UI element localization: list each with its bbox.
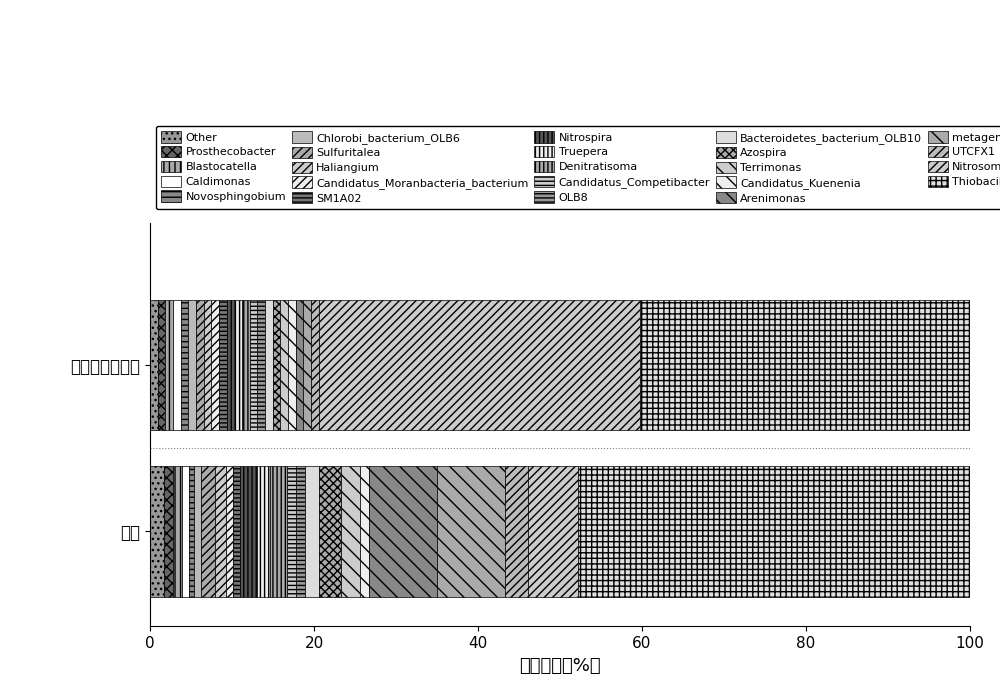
Bar: [360, 466, 369, 596]
Bar: [196, 300, 204, 431]
Bar: [296, 466, 305, 596]
Bar: [211, 300, 219, 431]
Legend: Other, Prosthecobacter, Blastocatella, Caldimonas, Novosphingobium, Chlorobi_bac: Other, Prosthecobacter, Blastocatella, C…: [156, 125, 1000, 209]
Bar: [158, 300, 165, 431]
Bar: [257, 466, 270, 596]
Bar: [165, 300, 173, 431]
Bar: [319, 300, 640, 431]
Bar: [226, 466, 233, 596]
Bar: [164, 466, 173, 596]
Bar: [219, 300, 227, 431]
Bar: [257, 300, 265, 431]
Bar: [311, 300, 319, 431]
Bar: [227, 300, 234, 431]
Bar: [150, 466, 164, 596]
Bar: [270, 466, 287, 596]
Bar: [215, 466, 226, 596]
Bar: [150, 300, 158, 431]
Bar: [296, 300, 303, 431]
Bar: [182, 466, 189, 596]
Bar: [288, 300, 296, 431]
Bar: [280, 300, 288, 431]
Bar: [201, 466, 215, 596]
Bar: [578, 466, 970, 596]
Bar: [233, 466, 240, 596]
Bar: [173, 300, 181, 431]
Bar: [437, 466, 505, 596]
Bar: [319, 466, 341, 596]
Bar: [188, 300, 196, 431]
Bar: [234, 300, 242, 431]
Bar: [194, 466, 201, 596]
Bar: [505, 466, 528, 596]
Bar: [369, 466, 437, 596]
Bar: [181, 300, 188, 431]
Bar: [265, 300, 273, 431]
Bar: [242, 300, 250, 431]
Bar: [240, 466, 257, 596]
Bar: [640, 300, 970, 431]
Bar: [250, 300, 257, 431]
Bar: [287, 466, 296, 596]
Bar: [173, 466, 182, 596]
Bar: [273, 300, 280, 431]
Bar: [303, 300, 311, 431]
Bar: [204, 300, 211, 431]
X-axis label: 相对比例（%）: 相对比例（%）: [519, 657, 601, 674]
Bar: [341, 466, 360, 596]
Bar: [528, 466, 578, 596]
Bar: [305, 466, 319, 596]
Bar: [189, 466, 194, 596]
